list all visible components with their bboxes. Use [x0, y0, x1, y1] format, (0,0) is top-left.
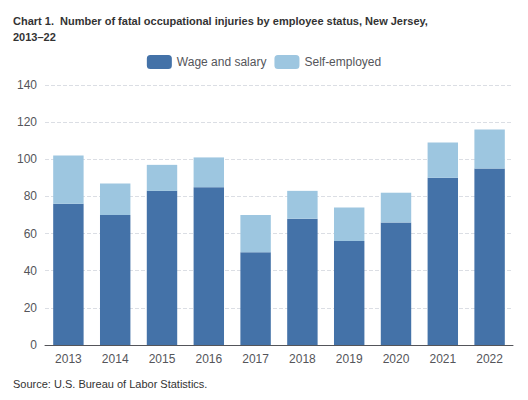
svg-text:2017: 2017: [242, 352, 269, 366]
svg-text:Self-employed: Self-employed: [304, 55, 381, 69]
svg-text:Wage and salary: Wage and salary: [177, 55, 267, 69]
svg-text:2022: 2022: [476, 352, 503, 366]
svg-text:2020: 2020: [383, 352, 410, 366]
svg-text:100: 100: [17, 152, 37, 166]
svg-text:2013: 2013: [55, 352, 82, 366]
svg-text:2021: 2021: [429, 352, 456, 366]
svg-text:140: 140: [17, 78, 37, 92]
svg-text:0: 0: [30, 338, 37, 352]
svg-text:40: 40: [24, 264, 38, 278]
svg-text:80: 80: [24, 189, 38, 203]
svg-text:Source: U.S. Bureau of Labor S: Source: U.S. Bureau of Labor Statistics.: [13, 378, 207, 390]
svg-text:2018: 2018: [289, 352, 316, 366]
svg-text:2019: 2019: [336, 352, 363, 366]
svg-text:60: 60: [24, 227, 38, 241]
svg-text:2015: 2015: [149, 352, 176, 366]
svg-text:20: 20: [24, 301, 38, 315]
svg-text:2016: 2016: [195, 352, 222, 366]
svg-text:2014: 2014: [102, 352, 129, 366]
svg-text:120: 120: [17, 115, 37, 129]
svg-text:Chart 1. Number of fatal occu: Chart 1. Number of fatal occupational in…: [13, 15, 428, 27]
svg-text:2013–22: 2013–22: [13, 31, 56, 43]
